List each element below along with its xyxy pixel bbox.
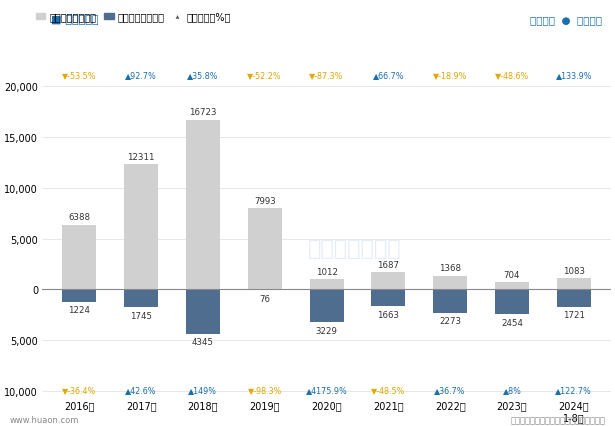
Bar	[495, 282, 529, 290]
Text: 7993: 7993	[254, 196, 276, 205]
Text: 3229: 3229	[315, 326, 338, 335]
Text: ▼-87.3%: ▼-87.3%	[309, 71, 344, 80]
Bar	[186, 120, 220, 290]
Text: 2454: 2454	[501, 318, 523, 327]
Text: ▲35.8%: ▲35.8%	[187, 71, 219, 80]
Bar	[124, 290, 158, 308]
Text: ▼-18.9%: ▼-18.9%	[433, 71, 467, 80]
Text: 1224: 1224	[68, 306, 90, 315]
Bar	[557, 279, 591, 290]
Text: 数据来源：中国海关；华经产业研究院整理: 数据来源：中国海关；华经产业研究院整理	[511, 415, 606, 424]
Text: ▲36.7%: ▲36.7%	[434, 385, 466, 394]
Bar	[309, 279, 344, 290]
Text: 6388: 6388	[68, 213, 90, 222]
Text: ▲66.7%: ▲66.7%	[373, 71, 404, 80]
Text: ▲92.7%: ▲92.7%	[125, 71, 157, 80]
Text: 16723: 16723	[189, 108, 216, 117]
Text: 专业严谨  ●  客观科学: 专业严谨 ● 客观科学	[530, 15, 602, 25]
Text: ▲133.9%: ▲133.9%	[555, 71, 592, 80]
Text: 1721: 1721	[563, 311, 585, 320]
Text: 1663: 1663	[378, 310, 399, 319]
Text: 12311: 12311	[127, 153, 155, 161]
Text: ▲4175.9%: ▲4175.9%	[306, 385, 347, 394]
Text: ▲122.7%: ▲122.7%	[555, 385, 592, 394]
Text: 76: 76	[259, 294, 270, 303]
Bar	[433, 276, 467, 290]
Bar	[186, 290, 220, 334]
Text: 704: 704	[504, 270, 520, 279]
Bar	[62, 225, 97, 290]
Text: 1083: 1083	[563, 266, 585, 275]
Text: 2016-2024年8月景德镇高新技术产业开发区(境内目的地/货源地)进、出口额: 2016-2024年8月景德镇高新技术产业开发区(境内目的地/货源地)进、出口额	[166, 45, 487, 58]
Text: ▲149%: ▲149%	[188, 385, 218, 394]
Bar	[371, 290, 405, 307]
Text: ▼-48.5%: ▼-48.5%	[371, 385, 405, 394]
Text: 2273: 2273	[439, 317, 461, 325]
Bar	[124, 165, 158, 290]
Bar	[557, 290, 591, 307]
Text: ▼-48.6%: ▼-48.6%	[495, 71, 529, 80]
Text: 1012: 1012	[315, 267, 338, 276]
Text: ▼-98.3%: ▼-98.3%	[247, 385, 282, 394]
Bar	[309, 290, 344, 322]
Bar	[62, 290, 97, 302]
Text: 4345: 4345	[192, 337, 214, 346]
Text: 华经产业研究院: 华经产业研究院	[308, 238, 402, 258]
Text: ▼-53.5%: ▼-53.5%	[62, 71, 97, 80]
Text: ▲42.6%: ▲42.6%	[125, 385, 157, 394]
Bar	[371, 273, 405, 290]
Bar	[495, 290, 529, 315]
Text: ■ 华经情报网: ■ 华经情报网	[51, 15, 98, 25]
Text: www.huaon.com: www.huaon.com	[9, 415, 79, 424]
Bar	[433, 290, 467, 313]
Text: ▼-36.4%: ▼-36.4%	[62, 385, 97, 394]
Bar	[248, 209, 282, 290]
Text: 1687: 1687	[378, 260, 399, 269]
Text: 1745: 1745	[130, 311, 152, 320]
Text: ▲8%: ▲8%	[502, 385, 522, 394]
Text: 1368: 1368	[439, 263, 461, 272]
Bar	[248, 290, 282, 291]
Legend: 出口额（千美元）, 进口额（千美元）, 同比增长（%）: 出口额（千美元）, 进口额（千美元）, 同比增长（%）	[36, 12, 231, 23]
Text: ▼-52.2%: ▼-52.2%	[247, 71, 282, 80]
